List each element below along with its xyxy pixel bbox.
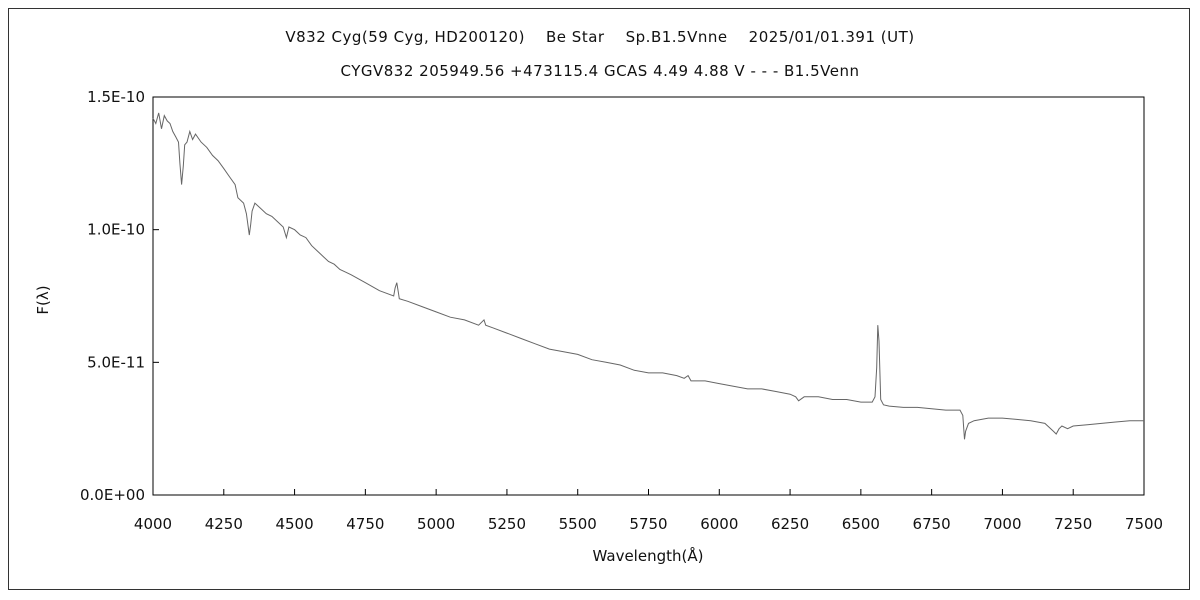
x-tick-label: 7250 — [1054, 515, 1092, 533]
x-tick-label: 6750 — [913, 515, 951, 533]
x-tick-label: 6500 — [842, 515, 880, 533]
y-axis-ticks: 0.0E+00 5.0E-11 1.0E-10 1.5E-10 — [80, 88, 159, 504]
chart-title: V832 Cyg(59 Cyg, HD200120) Be Star Sp.B1… — [285, 28, 915, 46]
x-axis-label: Wavelength(Å) — [593, 546, 704, 565]
y-tick-label: 5.0E-11 — [87, 353, 145, 371]
x-tick-label: 4500 — [275, 515, 313, 533]
x-tick-label: 6250 — [771, 515, 809, 533]
x-tick-label: 5500 — [559, 515, 597, 533]
x-tick-label: 7000 — [983, 515, 1021, 533]
x-tick-label: 4000 — [134, 515, 172, 533]
y-tick-label: 0.0E+00 — [80, 486, 145, 504]
series-line — [152, 112, 1144, 440]
x-tick-label: 5000 — [417, 515, 455, 533]
chart-frame — [8, 8, 1190, 590]
chart-subtitle: CYGV832 205949.56 +473115.4 GCAS 4.49 4.… — [340, 62, 860, 80]
y-axis-label: F(λ) — [34, 285, 52, 314]
x-axis-ticks: 4000 4250 4500 4750 5000 5250 5500 5750 6000 6250… — [134, 489, 1163, 533]
plot-area — [152, 96, 1145, 496]
x-tick-label: 4750 — [346, 515, 384, 533]
y-tick-label: 1.5E-10 — [87, 88, 145, 106]
x-tick-label: 6000 — [700, 515, 738, 533]
y-tick-label: 1.0E-10 — [87, 221, 145, 239]
x-tick-label: 4250 — [205, 515, 243, 533]
x-tick-label: 5750 — [629, 515, 667, 533]
x-tick-label: 5250 — [488, 515, 526, 533]
x-tick-label: 7500 — [1125, 515, 1163, 533]
